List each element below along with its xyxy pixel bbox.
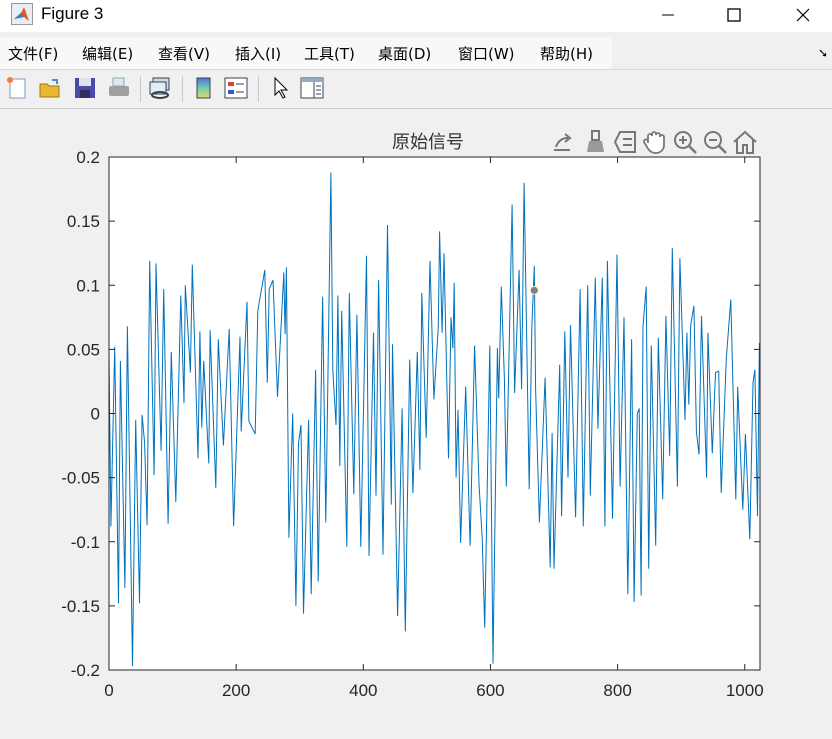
y-tick-label: 0.2 xyxy=(76,148,100,167)
y-tick-label: -0.1 xyxy=(71,533,100,552)
menu-window[interactable]: 窗口(W) xyxy=(458,45,515,63)
x-tick-label: 200 xyxy=(222,681,250,700)
menu-bar: 文件(F) 编辑(E) 查看(V) 插入(I) 工具(T) 桌面(D) 窗口(W… xyxy=(0,37,832,69)
x-tick-label: 400 xyxy=(349,681,377,700)
y-tick-label: -0.05 xyxy=(61,469,100,488)
y-tick-label: 0.15 xyxy=(67,212,100,231)
y-tick-label: -0.15 xyxy=(61,597,100,616)
data-tip-icon[interactable] xyxy=(612,129,638,155)
matlab-logo-icon xyxy=(11,3,33,25)
menu-tools[interactable]: 工具(T) xyxy=(304,45,355,63)
title-bar: Figure 3 xyxy=(0,0,832,32)
x-tick-label: 0 xyxy=(104,681,113,700)
property-inspector-icon[interactable] xyxy=(300,76,324,100)
open-folder-icon[interactable] xyxy=(38,76,62,100)
pointer-icon[interactable] xyxy=(270,76,294,100)
maximize-button[interactable] xyxy=(711,0,757,30)
menu-insert[interactable]: 插入(I) xyxy=(235,45,282,63)
print-icon[interactable] xyxy=(107,76,131,100)
menu-edit[interactable]: 编辑(E) xyxy=(82,45,134,63)
y-tick-label: 0.05 xyxy=(67,340,100,359)
x-tick-label: 600 xyxy=(476,681,504,700)
new-file-icon[interactable] xyxy=(5,76,29,100)
x-tick-label: 1000 xyxy=(726,681,764,700)
close-button[interactable] xyxy=(780,0,826,30)
y-tick-label: 0 xyxy=(91,405,100,424)
brush-icon[interactable] xyxy=(583,129,609,155)
window-title: Figure 3 xyxy=(41,4,104,23)
zoom-out-icon[interactable] xyxy=(702,129,728,155)
colorbar-icon[interactable] xyxy=(192,76,216,100)
legend-icon[interactable] xyxy=(224,76,248,100)
chart-title: 原始信号 xyxy=(392,132,464,153)
dock-arrow-icon[interactable]: ➘ xyxy=(817,46,828,60)
cursor-marker xyxy=(529,285,539,295)
signal-line-series-0[interactable] xyxy=(108,172,760,667)
save-icon[interactable] xyxy=(73,76,97,100)
menu-view[interactable]: 查看(V) xyxy=(158,45,210,63)
export-icon[interactable] xyxy=(551,129,577,155)
menu-file[interactable]: 文件(F) xyxy=(8,45,59,63)
menu-help[interactable]: 帮助(H) xyxy=(540,45,593,63)
zoom-in-icon[interactable] xyxy=(672,129,698,155)
home-icon[interactable] xyxy=(732,129,758,155)
y-tick-label: 0.1 xyxy=(76,276,100,295)
y-tick-label: -0.2 xyxy=(71,661,100,680)
link-icon[interactable] xyxy=(148,76,172,100)
menu-desktop[interactable]: 桌面(D) xyxy=(378,45,432,63)
x-tick-label: 800 xyxy=(603,681,631,700)
minimize-button[interactable] xyxy=(645,0,691,30)
figure-toolbar xyxy=(0,69,832,109)
pan-hand-icon[interactable] xyxy=(642,129,668,155)
